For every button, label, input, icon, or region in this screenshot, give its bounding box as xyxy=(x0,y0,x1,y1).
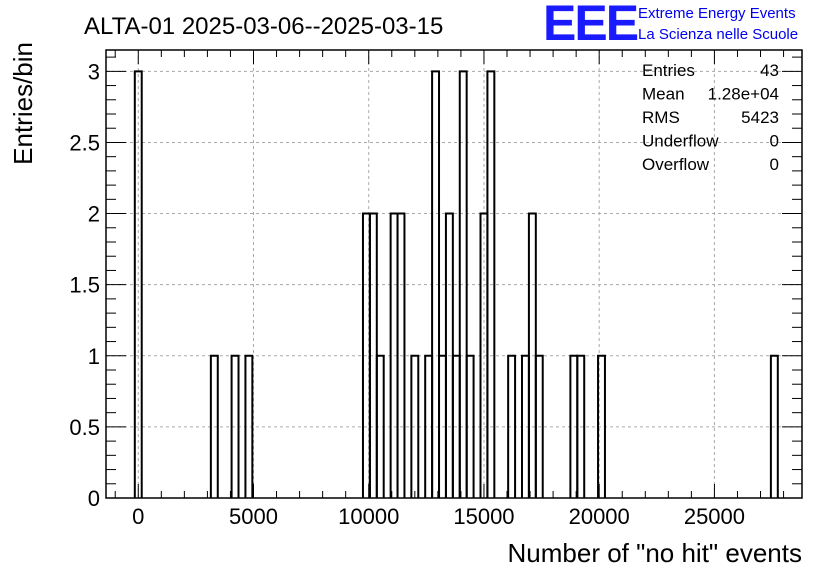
plot-frame xyxy=(105,49,803,499)
y-tick-label: 0 xyxy=(88,486,100,511)
chart-title: ALTA-01 2025-03-06--2025-03-15 xyxy=(84,13,443,40)
x-tick-label: 25000 xyxy=(684,504,745,529)
histogram-bin xyxy=(244,354,254,498)
histogram-bin xyxy=(597,354,606,498)
histogram-bin xyxy=(133,70,143,498)
histogram-bin xyxy=(507,354,517,498)
x-tick-label: 20000 xyxy=(569,504,630,529)
histogram-bin xyxy=(534,354,544,498)
y-tick-label: 2 xyxy=(88,202,100,227)
histogram-bin xyxy=(431,70,441,498)
histogram-bin xyxy=(410,354,420,498)
x-tick-label: 5000 xyxy=(229,504,278,529)
axes xyxy=(106,50,802,499)
y-axis-title: Entries/bin xyxy=(8,42,38,165)
stats-label-overflow: Overflow xyxy=(642,155,710,174)
y-tick-label: 2.5 xyxy=(69,130,100,155)
x-tick-labels: 0 5000 10000 15000 20000 25000 xyxy=(132,504,745,529)
histogram-bars xyxy=(133,70,779,498)
histogram-bin xyxy=(465,354,475,498)
eee-logo-line1: Extreme Energy Events xyxy=(638,5,796,22)
x-axis-title: Number of "no hit" events xyxy=(508,538,803,568)
y-tick-label: 0.5 xyxy=(69,415,100,440)
histogram-bin xyxy=(458,70,468,498)
histogram-bin xyxy=(486,70,496,498)
histogram-bin xyxy=(576,354,586,498)
histogram-bin xyxy=(375,354,385,498)
histogram-bin xyxy=(769,354,779,498)
histogram-bin xyxy=(396,212,406,498)
stats-value-entries: 43 xyxy=(760,61,779,80)
histogram-bin xyxy=(230,354,240,498)
eee-logo-mark: EEE xyxy=(543,0,638,51)
stats-label-entries: Entries xyxy=(642,61,695,80)
stats-value-rms: 5423 xyxy=(741,108,779,127)
eee-logo: EEE Extreme Energy Events La Scienza nel… xyxy=(543,0,798,51)
stats-value-mean: 1.28e+04 xyxy=(708,85,779,104)
y-tick-label: 1 xyxy=(88,344,100,369)
grid-lines xyxy=(106,50,802,498)
eee-logo-line2: La Scienza nelle Scuole xyxy=(638,26,798,43)
y-tick-label: 3 xyxy=(88,59,100,84)
stats-box: Entries 43 Mean 1.28e+04 RMS 5423 Underflow 0 Ov… xyxy=(642,61,779,174)
stats-label-mean: Mean xyxy=(642,85,685,104)
x-tick-label: 15000 xyxy=(453,504,514,529)
y-tick-labels: 0 0.5 1 1.5 2 2.5 3 xyxy=(69,59,100,511)
x-tick-label: 0 xyxy=(132,504,144,529)
stats-label-underflow: Underflow xyxy=(642,132,719,151)
stats-label-rms: RMS xyxy=(642,108,680,127)
y-tick-label: 1.5 xyxy=(69,273,100,298)
stats-value-overflow: 0 xyxy=(770,155,779,174)
x-tick-label: 10000 xyxy=(338,504,399,529)
histogram-bin xyxy=(209,354,219,498)
stats-value-underflow: 0 xyxy=(770,132,779,151)
